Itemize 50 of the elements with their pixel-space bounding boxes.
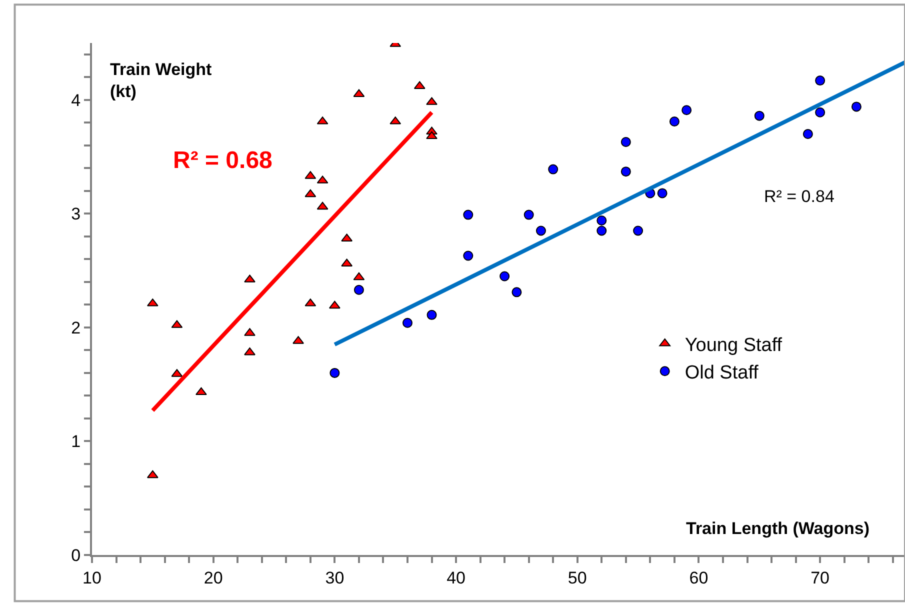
- point: [620, 136, 631, 147]
- point: [330, 368, 340, 378]
- x-tick-label: 60: [689, 568, 708, 588]
- y-tick-label: 2: [71, 318, 81, 338]
- x-tick-label: 70: [810, 568, 830, 588]
- point: [669, 116, 680, 127]
- point: [353, 272, 365, 280]
- y-axis-title: Train Weight (kt): [110, 60, 212, 102]
- point: [620, 166, 631, 177]
- legend-label: Old Staff: [684, 362, 760, 384]
- annotation: R² = 0.68: [173, 147, 272, 174]
- point: [851, 102, 862, 112]
- point: [815, 107, 826, 118]
- point: [596, 215, 607, 226]
- point: [426, 310, 437, 320]
- point: [524, 210, 534, 220]
- y-tick-label: 0: [71, 546, 81, 565]
- x-tick-label: 10: [82, 568, 102, 588]
- x-tick-label: 50: [568, 568, 587, 588]
- x-tick-label: 20: [204, 568, 223, 588]
- y-tick-label: 4: [71, 90, 81, 110]
- y-tick-label: 3: [71, 204, 81, 224]
- y-tick-label: 1: [71, 432, 81, 452]
- point: [802, 129, 813, 140]
- point: [754, 110, 764, 121]
- point: [682, 105, 692, 116]
- point: [244, 347, 256, 356]
- point: [596, 226, 607, 236]
- annotation: R² = 0.84: [764, 187, 834, 206]
- x-tick-label: 30: [325, 568, 344, 588]
- point: [536, 226, 546, 236]
- x-axis-title: Train Length (Wagons): [686, 519, 870, 538]
- point: [512, 287, 522, 298]
- point: [328, 300, 340, 309]
- point: [463, 250, 474, 261]
- point: [548, 164, 558, 174]
- legend-label: Young Staff: [684, 334, 783, 356]
- point: [402, 318, 412, 328]
- point: [196, 387, 207, 396]
- point: [500, 271, 510, 282]
- point: [426, 131, 438, 140]
- point: [657, 188, 668, 198]
- point: [304, 189, 316, 198]
- point: [633, 226, 644, 236]
- point: [146, 470, 158, 478]
- point: [354, 284, 364, 295]
- x-tick-label: 40: [446, 568, 466, 588]
- point: [463, 210, 474, 220]
- point: [815, 76, 826, 86]
- point: [316, 202, 328, 210]
